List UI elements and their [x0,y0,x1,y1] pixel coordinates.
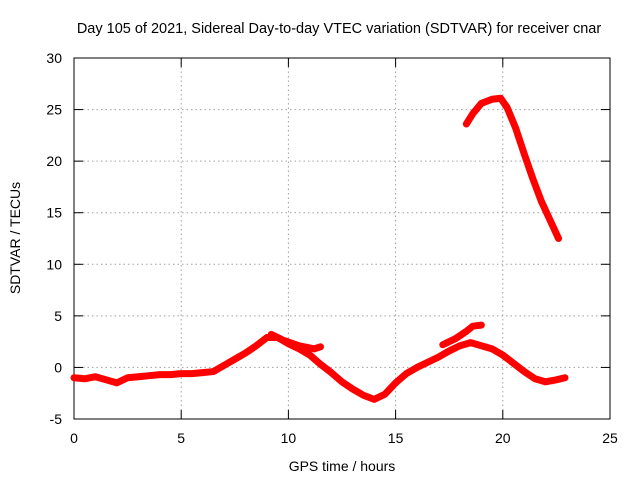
data-point [424,359,431,366]
data-point [478,100,485,107]
series-1 [462,94,563,242]
data-point [124,374,131,381]
data-point [71,374,77,381]
plot-frame [73,57,611,420]
data-point [178,370,185,377]
data-point [296,342,303,349]
y-tick-label: 0 [54,359,62,375]
data-point [439,341,446,348]
x-tick-labels: 0 5 10 15 20 25 [70,430,618,446]
data-point [542,378,549,385]
data-point [489,345,496,352]
data-point [456,342,463,349]
data-point [414,364,421,371]
data-point [328,369,335,376]
data-point [317,343,324,350]
y-tick-label: 5 [54,308,62,324]
data-point [188,370,195,377]
data-point [371,396,378,403]
axis-ticks [73,57,611,420]
y-tick-label: -5 [50,411,63,427]
x-axis-label: GPS time / hours [289,458,396,474]
data-point [499,352,506,359]
data-point [242,349,249,356]
data-point [135,373,142,380]
data-point [113,379,120,386]
data-point [546,216,553,223]
data-point [81,375,88,382]
chart-title: Day 105 of 2021, Sidereal Day-to-day VTE… [77,21,602,37]
data-point [452,335,459,342]
series-2 [267,330,325,353]
x-tick-label: 10 [281,430,297,446]
data-point [510,360,517,367]
data-point [446,347,453,354]
series-line [462,94,563,242]
data-point [504,104,511,111]
data-point [531,375,538,382]
series-0 [70,334,569,403]
data-point [381,391,388,398]
y-tick-label: 15 [46,205,62,221]
data-point [339,378,345,385]
data-point [349,386,356,393]
data-point [529,175,536,182]
y-tick-label: 10 [46,256,62,272]
data-series [70,94,569,403]
data-point [210,368,217,375]
x-tick-label: 5 [177,430,185,446]
y-tick-label: 25 [46,102,62,118]
y-axis-label: SDTVAR / TECUs [7,182,23,294]
data-point [311,345,318,352]
data-point [306,352,313,359]
data-point [497,95,504,102]
data-point [435,354,442,361]
y-tick-label: 20 [46,153,62,169]
data-point [561,374,568,381]
data-point [553,376,560,383]
data-point [360,392,367,399]
data-point [103,376,110,383]
data-point [268,331,275,338]
data-point [92,373,99,380]
data-point [146,372,153,379]
data-point [478,342,485,349]
data-point [469,110,476,117]
data-point [469,323,476,330]
data-point [199,369,206,376]
data-point [221,362,228,369]
y-tick-labels: -5 0 5 10 15 20 25 30 [46,50,62,427]
data-point [538,198,545,205]
data-point [478,322,485,329]
data-point [555,235,562,242]
data-point [156,371,163,378]
series-3 [439,321,485,349]
data-point [281,337,288,344]
x-tick-label: 15 [388,430,404,446]
data-point [392,379,399,386]
data-point [263,334,270,341]
data-point [253,342,260,349]
x-tick-label: 0 [70,430,78,446]
y-tick-label: 30 [46,50,62,66]
data-point [489,96,496,103]
data-point [463,328,470,335]
data-point [167,371,174,378]
data-point [521,368,528,375]
x-tick-label: 25 [602,430,618,446]
data-point [231,356,238,363]
data-point [463,121,470,128]
data-point [521,150,528,157]
data-point [403,370,410,377]
data-point [512,125,519,132]
data-point [467,339,474,346]
data-point [317,361,324,368]
x-tick-label: 20 [495,430,511,446]
